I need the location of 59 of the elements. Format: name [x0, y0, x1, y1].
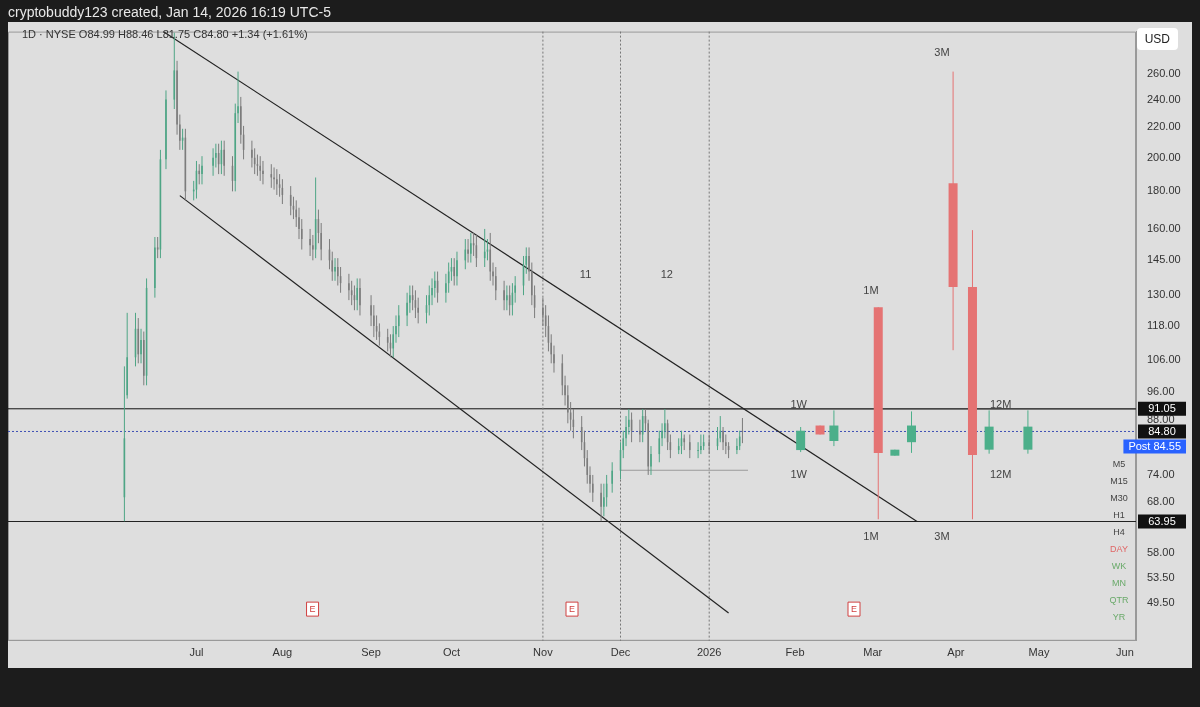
x-tick-label: Jun	[1116, 646, 1134, 659]
annotation: E	[850, 603, 858, 614]
y-tick-label: 96.00	[1147, 384, 1175, 397]
x-tick-label: Sep	[361, 646, 381, 659]
annotation: 3M	[934, 45, 950, 58]
annotation: 1M	[863, 530, 879, 543]
ref-line-label: 84.80	[1148, 424, 1176, 437]
annotation: WK	[1110, 560, 1128, 573]
x-tick-label: Nov	[533, 646, 554, 659]
y-tick-label: 220.00	[1147, 120, 1181, 133]
annotation: M5	[1111, 458, 1127, 471]
y-tick-label: 74.00	[1147, 467, 1175, 480]
y-tick-label: 260.00	[1147, 67, 1181, 80]
y-tick-label: 53.50	[1147, 571, 1175, 584]
annotation: 11	[579, 268, 592, 281]
annotation: M30	[1109, 492, 1129, 505]
chart-title: cryptobuddy123 created, Jan 14, 2026 16:19 UTC-5	[8, 4, 331, 20]
y-tick-label: 118.00	[1147, 319, 1180, 332]
x-tick-label: Apr	[947, 646, 965, 659]
annotation: 12	[660, 268, 673, 281]
y-tick-label: 88.00	[1147, 412, 1175, 425]
annotation: QTR	[1108, 594, 1130, 607]
y-tick-label: 68.00	[1147, 494, 1175, 507]
y-tick-label: 145.00	[1147, 253, 1181, 266]
annotation: 12M	[989, 398, 1012, 411]
text: USD	[1136, 28, 1178, 50]
ref-line-label: 91.05	[1148, 401, 1176, 414]
y-tick-label: 58.00	[1147, 545, 1175, 558]
x-tick-label: Dec	[610, 646, 631, 659]
x-tick-label: May	[1028, 646, 1050, 659]
ref-line-label: 63.95	[1148, 514, 1176, 527]
annotation: 1M	[863, 283, 879, 296]
y-tick-label: 160.00	[1147, 221, 1181, 234]
annotation: M15	[1109, 475, 1129, 488]
annotation: 1W	[790, 468, 808, 481]
annotation: E	[309, 603, 316, 614]
y-tick-label: 106.00	[1147, 353, 1181, 366]
annotation: 12M	[989, 468, 1012, 481]
annotation: MN	[1111, 577, 1127, 590]
y-tick-label: 240.00	[1147, 92, 1181, 105]
annotation: DAY	[1109, 543, 1129, 556]
x-tick-label: Feb	[785, 646, 805, 659]
annotation: YR	[1111, 611, 1127, 624]
x-tick-label: Oct	[442, 646, 460, 659]
y-tick-label: 130.00	[1147, 288, 1181, 301]
x-tick-label: 2026	[696, 646, 722, 659]
chart-subtitle: 1D · NYSE O84.99 H88.46 L81.75 C84.80 +1.34 (+1.61%)	[22, 28, 308, 40]
annotation: E	[568, 603, 576, 614]
annotation: 3M	[934, 530, 950, 543]
annotation: 1W	[790, 398, 808, 411]
x-tick-label: Aug	[272, 646, 293, 659]
annotation: H4	[1112, 526, 1126, 539]
annotation: Post 84.55	[1128, 439, 1181, 452]
y-tick-label: 49.50	[1147, 596, 1175, 609]
annotation: H1	[1112, 509, 1126, 522]
x-tick-label: Mar	[863, 646, 883, 659]
y-tick-label: 180.00	[1147, 184, 1181, 197]
x-tick-label: Jul	[189, 646, 204, 659]
y-tick-label: 200.00	[1147, 150, 1181, 163]
